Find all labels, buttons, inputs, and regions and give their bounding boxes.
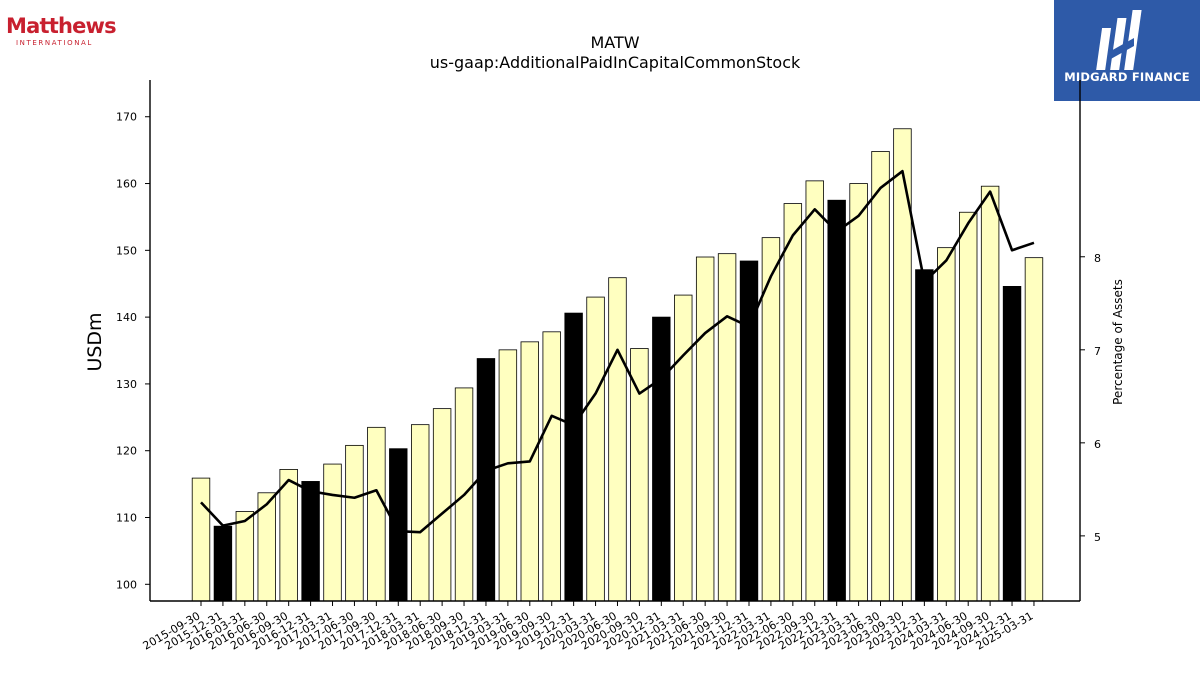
- bar: [871, 151, 890, 602]
- bar: [1002, 285, 1022, 602]
- bar: [542, 331, 561, 602]
- bar: [432, 408, 452, 602]
- bar: [652, 316, 671, 602]
- bar: [608, 277, 627, 602]
- logo-wordmark: Matthews: [6, 14, 117, 38]
- y-tick-label: 170: [116, 111, 137, 124]
- bar: [410, 424, 430, 602]
- bar: [367, 426, 386, 602]
- y2-tick-label: 7: [1094, 345, 1101, 358]
- bar: [301, 481, 320, 602]
- bar: [980, 185, 1000, 602]
- bar: [345, 444, 364, 602]
- axes: [149, 80, 1081, 602]
- bar: [959, 211, 978, 602]
- bar: [915, 269, 934, 602]
- y-tick-label: 150: [116, 244, 137, 257]
- bar: [498, 349, 518, 602]
- bar: [849, 183, 868, 602]
- bar: [476, 358, 496, 602]
- y-axis-ticks: 100 110 120 130 140 150 160 170: [116, 111, 150, 591]
- logo-wordmark-right: MIDGARD FINANCE: [1064, 70, 1190, 84]
- matthews-logo: Matthews INTERNATIONAL: [6, 14, 117, 54]
- y-tick-label: 130: [116, 378, 137, 391]
- bar: [805, 180, 824, 602]
- y2-tick-label: 8: [1094, 252, 1101, 265]
- series-line: [200, 169, 1035, 534]
- bar: [695, 256, 715, 602]
- bar: [213, 525, 233, 602]
- line-series: [200, 169, 1035, 534]
- logo-subtitle: INTERNATIONAL: [16, 39, 93, 47]
- bar: [937, 247, 956, 602]
- y-axis-label: USDm: [84, 312, 106, 371]
- y-tick-label: 160: [116, 178, 137, 191]
- chart-title: MATW: [590, 33, 639, 52]
- y-tick-label: 120: [116, 445, 137, 458]
- bar: [323, 463, 342, 602]
- y-tick-label: 140: [116, 311, 137, 324]
- y2-tick-label: 5: [1094, 531, 1101, 544]
- bar: [389, 448, 408, 602]
- bar: [630, 348, 649, 602]
- bar: [279, 469, 298, 602]
- bar: [674, 294, 693, 602]
- y2-axis-ticks: 5 6 7 8: [1080, 252, 1101, 544]
- bar: [564, 312, 583, 602]
- midgard-finance-logo: MIDGARD FINANCE: [1054, 0, 1200, 101]
- bar: [520, 341, 540, 602]
- bar: [235, 511, 255, 602]
- bar: [717, 253, 737, 602]
- bar: [1024, 257, 1044, 602]
- bar-series: [191, 128, 1044, 602]
- y2-axis-label: Percentage of Assets: [1111, 279, 1125, 405]
- bar: [191, 477, 211, 602]
- x-axis-ticks: 2015-09-302015-12-312016-03-312016-06-30…: [141, 601, 1035, 653]
- chart-subtitle: us-gaap:AdditionalPaidInCapitalCommonSto…: [430, 53, 801, 72]
- y-tick-label: 100: [116, 578, 137, 591]
- y2-tick-label: 6: [1094, 438, 1101, 451]
- bar: [586, 296, 605, 602]
- bar: [783, 203, 803, 602]
- y-tick-label: 110: [116, 512, 137, 525]
- midgard-mark-icon: [1096, 10, 1142, 70]
- bar: [827, 199, 846, 602]
